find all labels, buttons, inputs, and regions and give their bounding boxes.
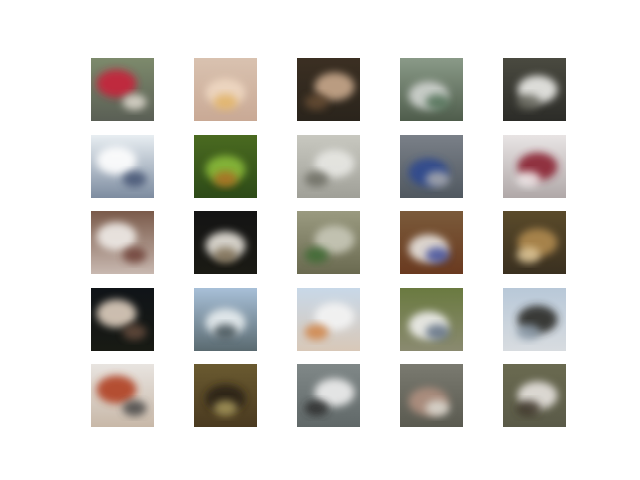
image-blob bbox=[122, 324, 147, 341]
image-blob bbox=[425, 324, 450, 341]
image-blob bbox=[122, 94, 147, 111]
sample-image bbox=[503, 288, 566, 351]
sample-image bbox=[194, 288, 257, 351]
sample-image bbox=[400, 211, 463, 274]
sample-image bbox=[503, 364, 566, 427]
image-blob bbox=[304, 247, 329, 264]
image-blob bbox=[213, 324, 238, 341]
image-blob bbox=[425, 171, 450, 188]
image-blob bbox=[96, 146, 137, 175]
image-blob bbox=[516, 94, 541, 111]
sample-image bbox=[297, 135, 360, 198]
image-blob bbox=[314, 72, 355, 101]
image-blob bbox=[425, 94, 450, 111]
sample-image bbox=[297, 288, 360, 351]
image-blob bbox=[304, 94, 329, 111]
image-blob bbox=[122, 171, 147, 188]
image-blob bbox=[96, 69, 137, 98]
sample-image bbox=[400, 58, 463, 121]
image-blob bbox=[213, 247, 238, 264]
image-blob bbox=[516, 247, 541, 264]
image-blob bbox=[314, 149, 355, 178]
sample-image bbox=[91, 135, 154, 198]
sample-image bbox=[194, 364, 257, 427]
image-blob bbox=[314, 302, 355, 331]
image-blob bbox=[425, 247, 450, 264]
sample-image bbox=[297, 211, 360, 274]
sample-image bbox=[503, 135, 566, 198]
image-blob bbox=[516, 324, 541, 341]
sample-image bbox=[194, 58, 257, 121]
image-blob bbox=[213, 400, 238, 417]
sample-image bbox=[91, 288, 154, 351]
sample-image bbox=[400, 135, 463, 198]
image-blob bbox=[516, 171, 541, 188]
sample-image bbox=[503, 58, 566, 121]
sample-image bbox=[297, 364, 360, 427]
image-blob bbox=[304, 324, 329, 341]
image-blob bbox=[96, 222, 137, 251]
sample-image bbox=[503, 211, 566, 274]
image-blob bbox=[96, 299, 137, 328]
sample-image bbox=[400, 288, 463, 351]
image-blob bbox=[304, 400, 329, 417]
image-blob bbox=[96, 375, 137, 404]
tiles bbox=[91, 58, 566, 427]
sample-image bbox=[91, 364, 154, 427]
image-blob bbox=[314, 225, 355, 254]
sample-image bbox=[91, 58, 154, 121]
image-blob bbox=[516, 400, 541, 417]
image-blob bbox=[425, 400, 450, 417]
sample-image bbox=[194, 135, 257, 198]
sample-image bbox=[297, 58, 360, 121]
sample-image bbox=[194, 211, 257, 274]
sample-image bbox=[91, 211, 154, 274]
image-blob bbox=[314, 378, 355, 407]
image-blob bbox=[213, 94, 238, 111]
image-blob bbox=[304, 171, 329, 188]
image-blob bbox=[122, 400, 147, 417]
image-blob bbox=[122, 247, 147, 264]
image-blob bbox=[213, 171, 238, 188]
sample-image bbox=[400, 364, 463, 427]
